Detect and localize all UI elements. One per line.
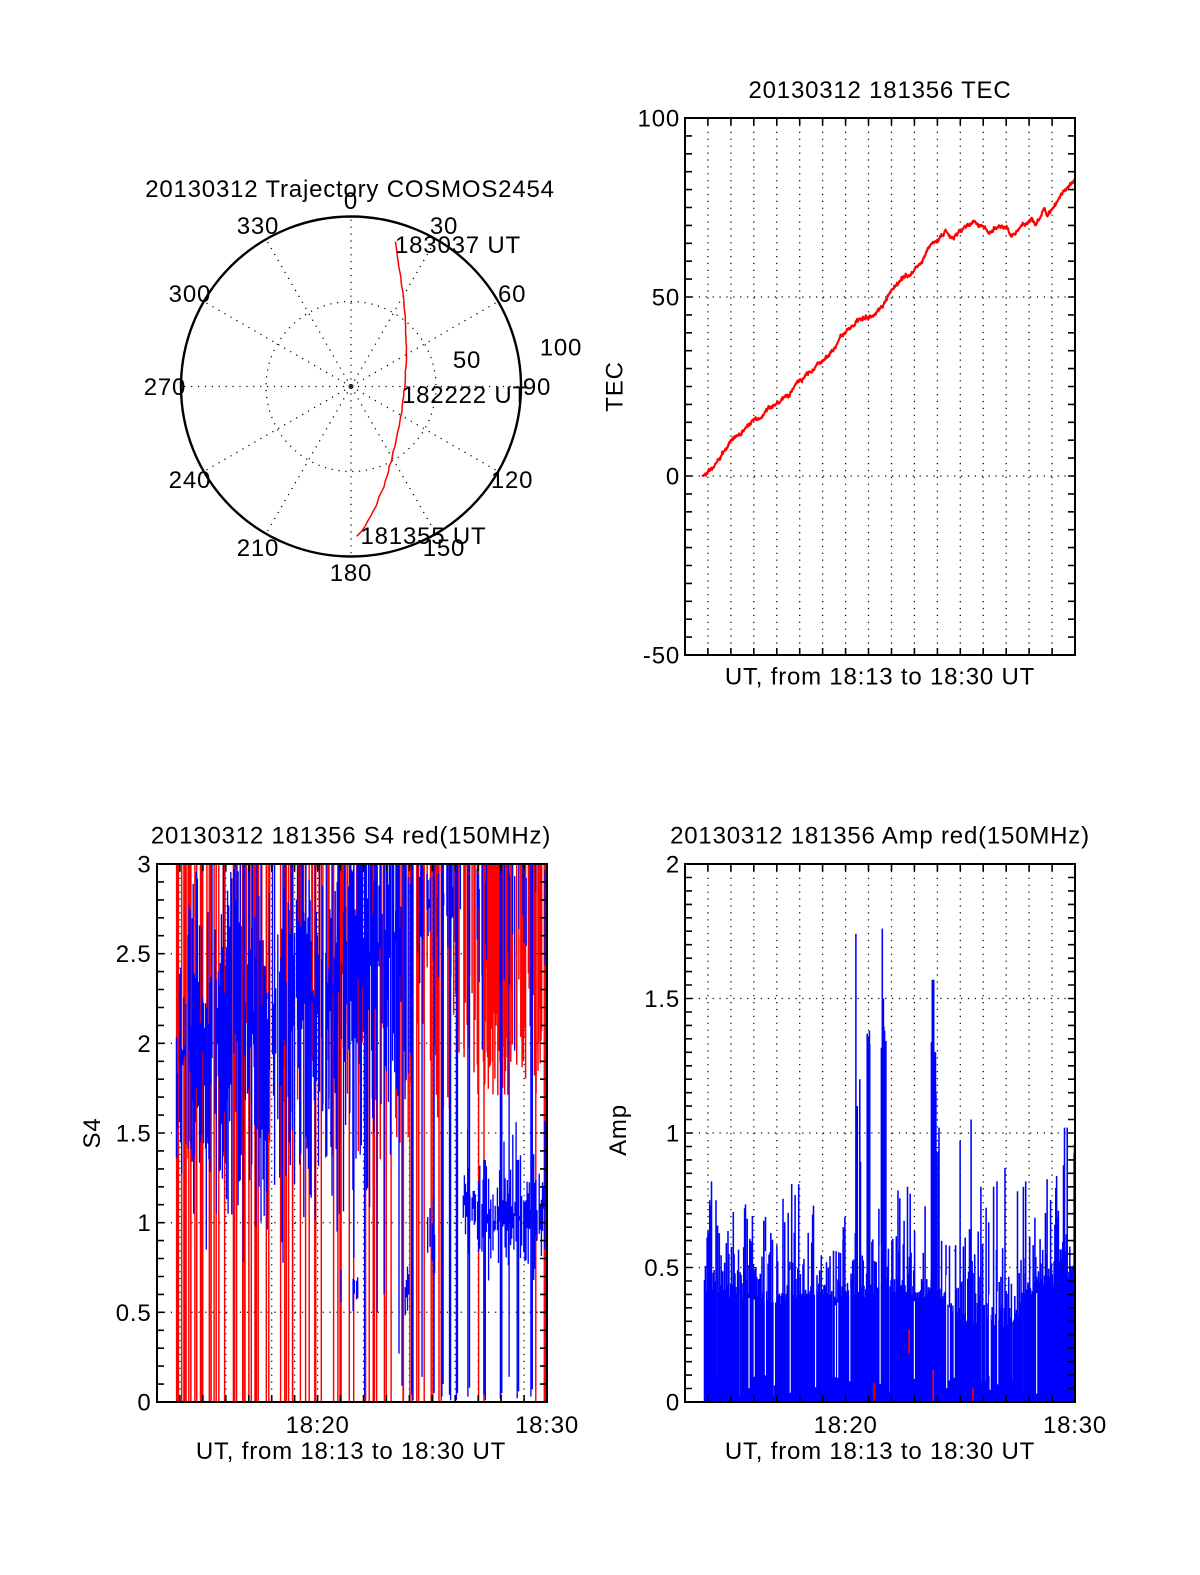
- svg-text:1.5: 1.5: [644, 986, 680, 1013]
- svg-text:240: 240: [169, 467, 211, 494]
- svg-text:20130312 181356 Amp red(150MHz: 20130312 181356 Amp red(150MHz): [670, 823, 1090, 850]
- svg-text:120: 120: [491, 467, 533, 494]
- svg-text:18:20: 18:20: [286, 1412, 350, 1439]
- svg-text:50: 50: [453, 347, 481, 374]
- svg-text:18:30: 18:30: [1043, 1412, 1107, 1439]
- svg-text:0.5: 0.5: [644, 1255, 680, 1282]
- svg-text:181355 UT: 181355 UT: [361, 523, 487, 550]
- svg-text:270: 270: [144, 374, 186, 401]
- svg-text:2: 2: [666, 852, 680, 879]
- svg-text:S4: S4: [79, 1118, 106, 1149]
- svg-text:1.5: 1.5: [116, 1121, 152, 1148]
- svg-text:210: 210: [237, 535, 279, 562]
- svg-text:60: 60: [498, 281, 526, 308]
- svg-text:100: 100: [638, 106, 680, 133]
- svg-text:20130312 181356 S4 red(150MHz): 20130312 181356 S4 red(150MHz): [151, 823, 551, 850]
- svg-text:0: 0: [344, 188, 358, 215]
- svg-text:100: 100: [540, 335, 582, 362]
- svg-text:Amp: Amp: [605, 1104, 632, 1156]
- svg-text:1: 1: [666, 1121, 680, 1148]
- svg-text:90: 90: [523, 374, 551, 401]
- svg-text:300: 300: [169, 281, 211, 308]
- svg-text:UT, from 18:13 to 18:30 UT: UT, from 18:13 to 18:30 UT: [725, 663, 1035, 690]
- svg-text:0: 0: [666, 464, 680, 491]
- svg-text:182222 UT: 182222 UT: [402, 382, 528, 409]
- svg-text:18:20: 18:20: [814, 1412, 878, 1439]
- svg-text:0: 0: [666, 1390, 680, 1417]
- svg-text:0: 0: [137, 1390, 151, 1417]
- svg-text:UT, from 18:13 to 18:30 UT: UT, from 18:13 to 18:30 UT: [196, 1438, 506, 1465]
- svg-text:3: 3: [137, 852, 151, 879]
- svg-text:20130312 Trajectory COSMOS2454: 20130312 Trajectory COSMOS2454: [145, 176, 555, 203]
- svg-text:183037 UT: 183037 UT: [395, 232, 521, 259]
- svg-text:180: 180: [330, 560, 372, 587]
- svg-text:0.5: 0.5: [116, 1300, 152, 1327]
- svg-text:30: 30: [430, 213, 458, 240]
- svg-text:TEC: TEC: [602, 361, 629, 411]
- svg-text:150: 150: [423, 535, 465, 562]
- svg-text:20130312 181356 TEC: 20130312 181356 TEC: [749, 77, 1012, 104]
- svg-text:-50: -50: [643, 643, 680, 670]
- svg-text:18:30: 18:30: [515, 1412, 579, 1439]
- svg-text:330: 330: [237, 213, 279, 240]
- svg-text:2: 2: [137, 1031, 151, 1058]
- svg-text:50: 50: [652, 285, 680, 312]
- svg-text:UT, from 18:13 to 18:30 UT: UT, from 18:13 to 18:30 UT: [725, 1438, 1035, 1465]
- svg-text:2.5: 2.5: [116, 941, 152, 968]
- svg-text:1: 1: [137, 1210, 151, 1237]
